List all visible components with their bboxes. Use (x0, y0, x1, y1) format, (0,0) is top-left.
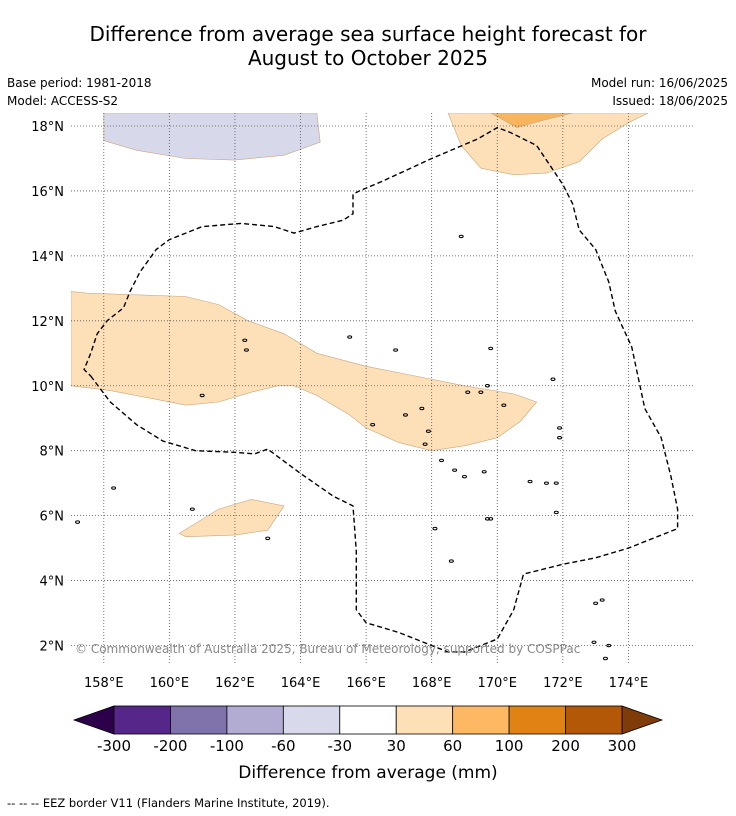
island (432, 526, 438, 531)
island (593, 601, 599, 606)
colorbar-tick-label: 30 (387, 737, 406, 755)
colorbar-tick-label: 200 (551, 737, 580, 755)
island (543, 481, 549, 485)
colorbar-swatch (113, 705, 171, 735)
lat-tick-label: 6°N (40, 510, 65, 525)
island (488, 517, 494, 521)
lon-tick-label: 164°E (281, 676, 321, 691)
island (243, 348, 249, 352)
colorbar-extend-low (72, 705, 115, 735)
island (111, 486, 117, 490)
island (265, 536, 271, 541)
lat-tick-label: 16°N (31, 185, 64, 200)
island (557, 426, 563, 430)
island (602, 656, 608, 661)
lon-tick-label: 166°E (346, 676, 386, 691)
island (484, 384, 490, 388)
island (242, 338, 248, 342)
island (484, 517, 490, 521)
colorbar-extend-high (621, 705, 664, 735)
island (461, 474, 467, 479)
colorbar-tick-label: 300 (608, 737, 637, 755)
model-name: Model: ACCESS-S2 (7, 94, 119, 108)
island (189, 507, 195, 511)
lat-tick-label: 14°N (31, 250, 64, 265)
lon-tick-label: 174°E (609, 676, 649, 691)
eez-border (83, 126, 679, 653)
island (599, 598, 605, 602)
region-patch-60-100-north (490, 113, 573, 128)
map-title-line-1: Difference from average sea surface heig… (89, 22, 647, 46)
lat-tick-label: 18°N (31, 120, 64, 135)
colorbar-swatch (508, 705, 566, 735)
island (527, 479, 533, 484)
colorbar-tick-label: -300 (97, 737, 131, 755)
lon-tick-label: 162°E (215, 676, 255, 691)
island (553, 481, 559, 485)
meta-left: Base period: 1981-2018 Model: ACCESS-S2 (7, 74, 152, 110)
colorbar-tick-label: -60 (271, 737, 296, 755)
colorbar-tick-label: 60 (443, 737, 462, 755)
colorbar-swatch (170, 705, 228, 735)
island (75, 520, 81, 524)
eez-legend-note: -- -- -- EEZ border V11 (Flanders Marine… (7, 796, 330, 810)
region-band-30-60-west (71, 291, 538, 452)
colorbar-tick-label: -30 (328, 737, 353, 755)
island (448, 559, 454, 563)
colorbar-swatch (282, 705, 341, 735)
island (347, 335, 353, 339)
region-patch-30-60-south (178, 499, 285, 538)
island (591, 640, 597, 644)
map-title-line-2: August to October 2025 (247, 46, 489, 70)
colorbar-swatch (395, 705, 454, 735)
island (481, 470, 487, 474)
lat-tick-label: 4°N (40, 575, 65, 590)
colorbar-tick-label: -200 (153, 737, 187, 755)
island (606, 643, 612, 648)
island (501, 403, 507, 407)
lon-tick-label: 158°E (84, 676, 124, 691)
colorbar-swatch (565, 705, 623, 735)
meta-right: Model run: 16/06/2025 Issued: 18/06/2025 (591, 74, 728, 110)
colorbar-swatch (339, 705, 397, 735)
colorbar-swatch (452, 705, 510, 735)
island (452, 468, 458, 472)
island (402, 413, 408, 417)
lon-tick-label: 168°E (412, 676, 452, 691)
island (557, 436, 563, 440)
region-patch-minus-60-minus-30-north (103, 113, 321, 161)
island (488, 346, 494, 351)
island (419, 406, 425, 411)
island (422, 442, 428, 446)
region-patch-30-60-north (447, 113, 649, 176)
map-title: Difference from average sea surface heig… (0, 22, 736, 70)
island (465, 390, 471, 394)
colorbar-tick-label: 100 (495, 737, 524, 755)
island (458, 234, 464, 239)
copyright-text: © Commonwealth of Australia 2025, Bureau… (75, 642, 580, 656)
lon-tick-label: 170°E (477, 676, 517, 691)
island (553, 510, 559, 515)
colorbar-title: Difference from average (mm) (238, 763, 497, 783)
base-period: Base period: 1981-2018 (7, 76, 152, 90)
issued-date: Issued: 18/06/2025 (612, 94, 728, 108)
island (425, 429, 431, 433)
colorbar-swatch (226, 705, 284, 735)
lon-tick-label: 172°E (543, 676, 583, 691)
colorbar-tick-label: -100 (210, 737, 244, 755)
lat-tick-label: 10°N (31, 380, 64, 395)
lat-tick-label: 2°N (40, 640, 65, 655)
island (199, 393, 205, 398)
island (393, 348, 399, 352)
lat-tick-label: 8°N (40, 445, 65, 460)
island (550, 377, 556, 381)
island (370, 423, 376, 427)
model-run: Model run: 16/06/2025 (590, 76, 728, 90)
lat-tick-label: 12°N (31, 315, 64, 330)
island (439, 458, 445, 463)
lon-tick-label: 160°E (150, 676, 190, 691)
island (478, 390, 484, 394)
